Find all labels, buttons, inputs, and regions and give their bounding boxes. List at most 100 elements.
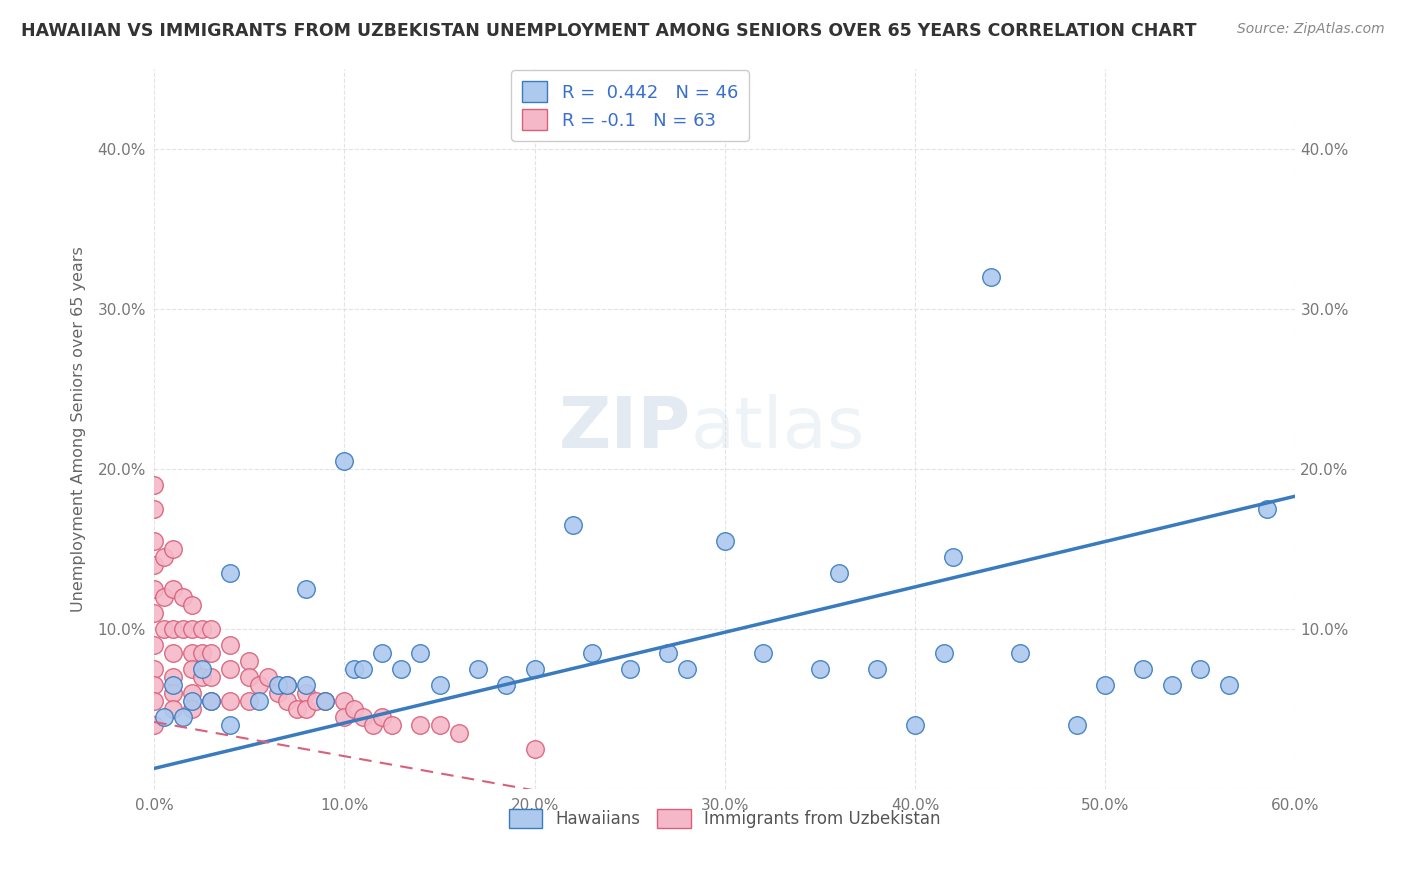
Point [181,622,204,636]
Point [143,718,166,732]
Point [808,662,831,676]
Text: atlas: atlas [690,394,865,463]
Point [190,646,212,660]
Point [429,718,451,732]
Point [143,478,166,492]
Point [429,678,451,692]
Point [162,582,184,596]
Point [561,518,583,533]
Point [495,678,517,692]
Point [980,269,1002,284]
Point [267,678,290,692]
Point [305,694,328,708]
Point [276,678,298,692]
Point [467,662,489,676]
Point [162,678,184,692]
Point [391,662,413,676]
Point [581,646,603,660]
Point [409,718,432,732]
Point [162,686,184,700]
Text: ZIP: ZIP [558,394,690,463]
Point [314,694,336,708]
Point [285,702,308,716]
Point [675,662,697,676]
Point [172,622,194,636]
Point [276,678,298,692]
Point [190,670,212,684]
Point [866,662,889,676]
Point [181,646,204,660]
Point [190,662,212,676]
Point [200,694,222,708]
Point [162,541,184,556]
Point [247,678,270,692]
Point [219,718,242,732]
Point [447,726,470,740]
Point [409,646,432,660]
Point [152,590,174,604]
Point [904,718,927,732]
Point [143,638,166,652]
Point [257,670,280,684]
Point [752,646,775,660]
Point [200,622,222,636]
Point [152,622,174,636]
Point [523,742,546,756]
Point [162,670,184,684]
Point [219,638,242,652]
Point [333,694,356,708]
Point [371,710,394,724]
Point [932,646,955,660]
Point [523,662,546,676]
Point [333,454,356,468]
Point [361,718,384,732]
Point [381,718,404,732]
Point [295,582,318,596]
Legend: Hawaiians, Immigrants from Uzbekistan: Hawaiians, Immigrants from Uzbekistan [502,803,948,835]
Point [181,694,204,708]
Point [295,678,318,692]
Point [181,702,204,716]
Point [162,702,184,716]
Point [152,710,174,724]
Y-axis label: Unemployment Among Seniors over 65 years: Unemployment Among Seniors over 65 years [72,246,86,612]
Point [172,590,194,604]
Point [152,549,174,564]
Point [942,549,965,564]
Point [333,710,356,724]
Point [1218,678,1240,692]
Point [295,702,318,716]
Point [219,694,242,708]
Point [143,582,166,596]
Text: Source: ZipAtlas.com: Source: ZipAtlas.com [1237,22,1385,37]
Point [143,606,166,620]
Point [219,566,242,580]
Point [714,533,737,548]
Point [181,686,204,700]
Point [371,646,394,660]
Point [200,694,222,708]
Point [1256,502,1278,516]
Point [143,502,166,516]
Point [238,670,260,684]
Point [1008,646,1031,660]
Point [619,662,641,676]
Text: HAWAIIAN VS IMMIGRANTS FROM UZBEKISTAN UNEMPLOYMENT AMONG SENIORS OVER 65 YEARS : HAWAIIAN VS IMMIGRANTS FROM UZBEKISTAN U… [21,22,1197,40]
Point [276,694,298,708]
Point [657,646,679,660]
Point [267,686,290,700]
Point [295,686,318,700]
Point [200,646,222,660]
Point [200,670,222,684]
Point [1066,718,1088,732]
Point [143,694,166,708]
Point [343,662,366,676]
Point [343,702,366,716]
Point [190,622,212,636]
Point [143,678,166,692]
Point [162,622,184,636]
Point [172,710,194,724]
Point [143,558,166,572]
Point [1094,678,1116,692]
Point [238,654,260,668]
